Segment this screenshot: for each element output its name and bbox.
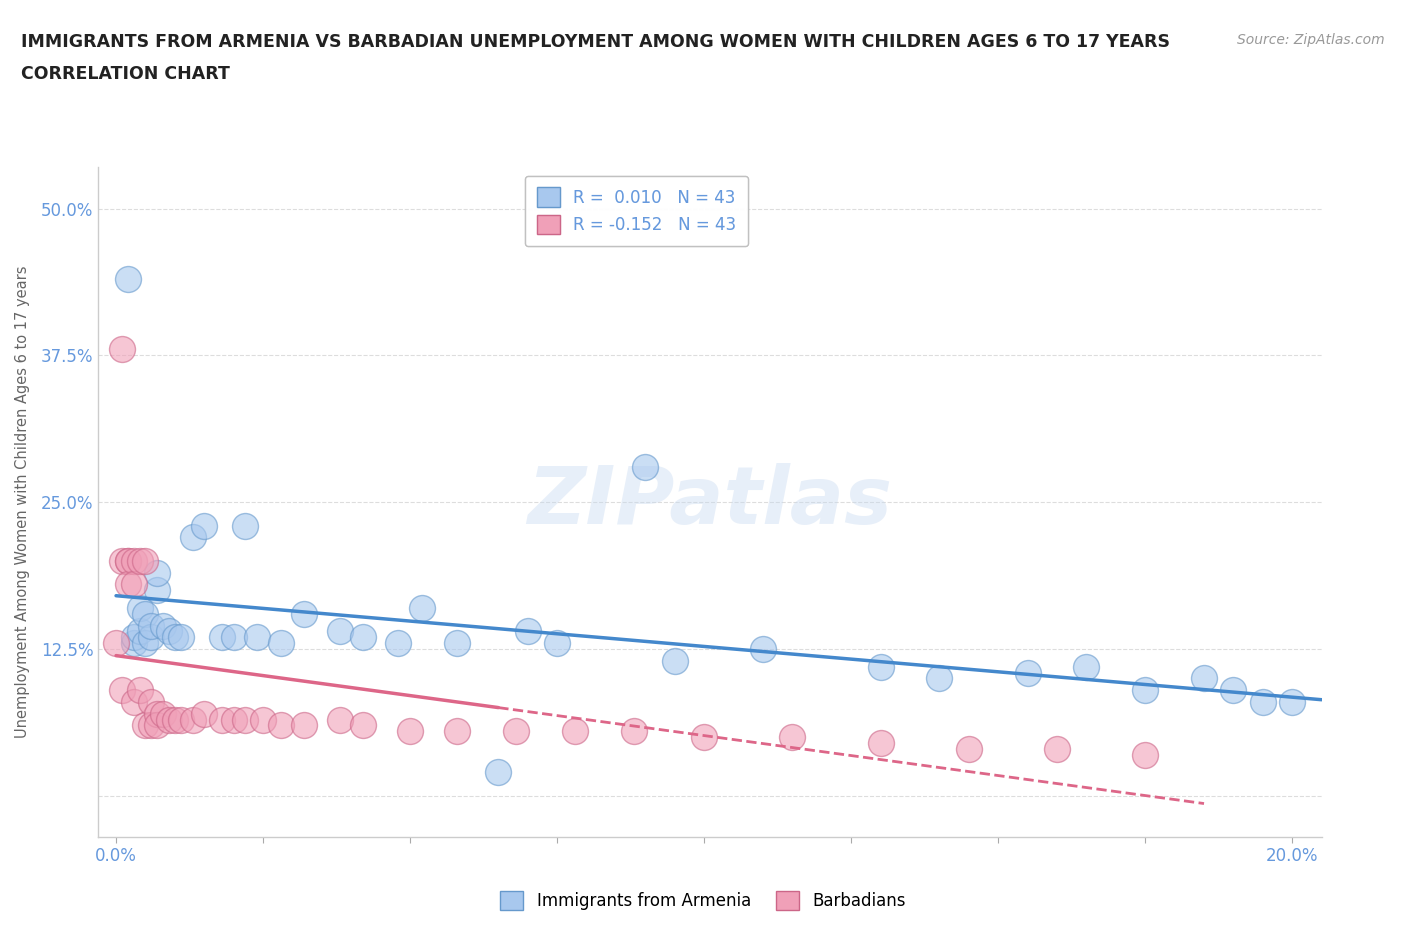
Point — [105, 636, 128, 651]
Point — [564, 724, 586, 738]
Point — [399, 724, 422, 738]
Point — [146, 718, 169, 733]
Point — [181, 530, 204, 545]
Point — [122, 630, 145, 644]
Point — [111, 342, 134, 357]
Point — [122, 695, 145, 710]
Point — [623, 724, 645, 738]
Point — [134, 636, 156, 651]
Point — [211, 712, 233, 727]
Point — [693, 730, 716, 745]
Point — [246, 630, 269, 644]
Point — [486, 765, 509, 780]
Point — [1046, 741, 1069, 756]
Point — [122, 553, 145, 568]
Point — [1192, 671, 1215, 685]
Text: ZIPatlas: ZIPatlas — [527, 463, 893, 541]
Point — [122, 636, 145, 651]
Point — [134, 606, 156, 621]
Point — [292, 718, 315, 733]
Point — [446, 724, 468, 738]
Text: Source: ZipAtlas.com: Source: ZipAtlas.com — [1237, 33, 1385, 46]
Point — [163, 630, 186, 644]
Point — [1251, 695, 1274, 710]
Point — [222, 712, 245, 727]
Point — [1135, 683, 1157, 698]
Legend: Immigrants from Armenia, Barbadians: Immigrants from Armenia, Barbadians — [494, 884, 912, 917]
Y-axis label: Unemployment Among Women with Children Ages 6 to 17 years: Unemployment Among Women with Children A… — [15, 266, 30, 738]
Text: IMMIGRANTS FROM ARMENIA VS BARBADIAN UNEMPLOYMENT AMONG WOMEN WITH CHILDREN AGES: IMMIGRANTS FROM ARMENIA VS BARBADIAN UNE… — [21, 33, 1170, 50]
Point — [252, 712, 274, 727]
Point — [387, 636, 409, 651]
Point — [163, 712, 186, 727]
Point — [111, 683, 134, 698]
Point — [141, 718, 163, 733]
Point — [146, 565, 169, 580]
Legend: R =  0.010   N = 43, R = -0.152   N = 43: R = 0.010 N = 43, R = -0.152 N = 43 — [524, 176, 748, 246]
Point — [664, 654, 686, 669]
Point — [235, 518, 257, 533]
Point — [235, 712, 257, 727]
Point — [292, 606, 315, 621]
Point — [146, 706, 169, 721]
Point — [117, 553, 139, 568]
Point — [193, 706, 215, 721]
Point — [957, 741, 980, 756]
Point — [1017, 665, 1039, 680]
Point — [134, 553, 156, 568]
Point — [1281, 695, 1303, 710]
Point — [152, 618, 174, 633]
Point — [193, 518, 215, 533]
Point — [152, 706, 174, 721]
Point — [352, 718, 374, 733]
Point — [1076, 659, 1098, 674]
Point — [869, 736, 891, 751]
Point — [170, 630, 193, 644]
Point — [170, 712, 193, 727]
Point — [752, 642, 775, 657]
Point — [157, 712, 180, 727]
Point — [411, 601, 433, 616]
Point — [1222, 683, 1244, 698]
Point — [117, 577, 139, 591]
Point — [782, 730, 804, 745]
Point — [146, 583, 169, 598]
Point — [270, 636, 292, 651]
Point — [546, 636, 568, 651]
Point — [328, 624, 350, 639]
Point — [117, 272, 139, 286]
Point — [928, 671, 950, 685]
Point — [1135, 748, 1157, 763]
Point — [134, 718, 156, 733]
Point — [505, 724, 527, 738]
Point — [634, 459, 657, 474]
Point — [270, 718, 292, 733]
Point — [128, 553, 150, 568]
Point — [869, 659, 891, 674]
Point — [446, 636, 468, 651]
Point — [516, 624, 538, 639]
Point — [141, 630, 163, 644]
Point — [128, 601, 150, 616]
Text: CORRELATION CHART: CORRELATION CHART — [21, 65, 231, 83]
Point — [111, 553, 134, 568]
Point — [157, 624, 180, 639]
Point — [128, 683, 150, 698]
Point — [141, 695, 163, 710]
Point — [222, 630, 245, 644]
Point — [141, 618, 163, 633]
Point — [211, 630, 233, 644]
Point — [128, 624, 150, 639]
Point — [328, 712, 350, 727]
Point — [117, 553, 139, 568]
Point — [122, 577, 145, 591]
Point — [181, 712, 204, 727]
Point — [352, 630, 374, 644]
